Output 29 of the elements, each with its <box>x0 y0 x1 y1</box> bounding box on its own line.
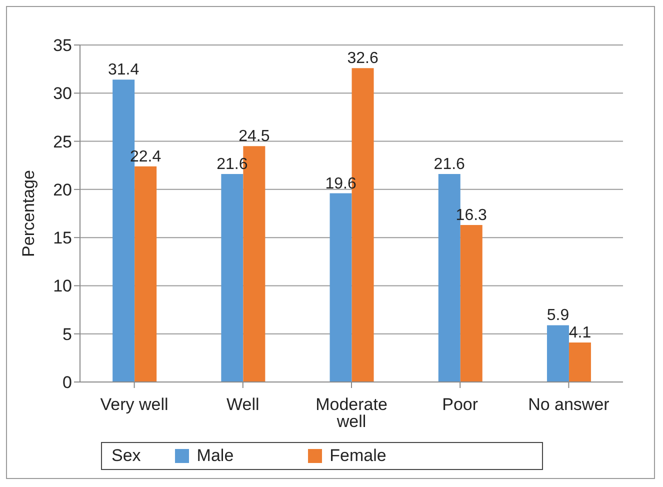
y-tick-label: 25 <box>53 132 72 152</box>
data-label: 21.6 <box>434 156 466 174</box>
data-label: 4.1 <box>568 324 592 342</box>
data-label: 31.4 <box>108 62 140 79</box>
y-tick-label: 20 <box>53 180 72 200</box>
bar <box>134 166 157 382</box>
y-tick-label: 0 <box>62 373 72 392</box>
data-label: 24.5 <box>238 128 270 146</box>
y-tick-label: 10 <box>53 276 72 296</box>
y-tick-label: 35 <box>53 36 72 56</box>
bar <box>221 174 244 382</box>
legend-label: Female <box>328 446 386 466</box>
legend-label: Male <box>196 446 234 466</box>
x-tick-label: Well <box>226 395 260 414</box>
x-tick-label: No answer <box>528 395 610 414</box>
y-tick-label: 15 <box>53 228 72 248</box>
x-tick-label: Very well <box>100 395 168 414</box>
x-tick-label: Poor <box>442 395 478 414</box>
y-axis-title: Percentage <box>19 170 38 257</box>
bar <box>460 225 482 382</box>
y-tick-label: 30 <box>53 84 72 104</box>
x-tick-label: Moderate well <box>316 395 388 432</box>
bar <box>546 325 569 382</box>
bar <box>568 342 591 382</box>
legend-title: Sex <box>112 446 141 466</box>
data-label: 32.6 <box>347 50 378 68</box>
data-label: 5.9 <box>546 307 570 324</box>
bar <box>330 193 352 382</box>
y-tick-label: 5 <box>62 324 72 344</box>
